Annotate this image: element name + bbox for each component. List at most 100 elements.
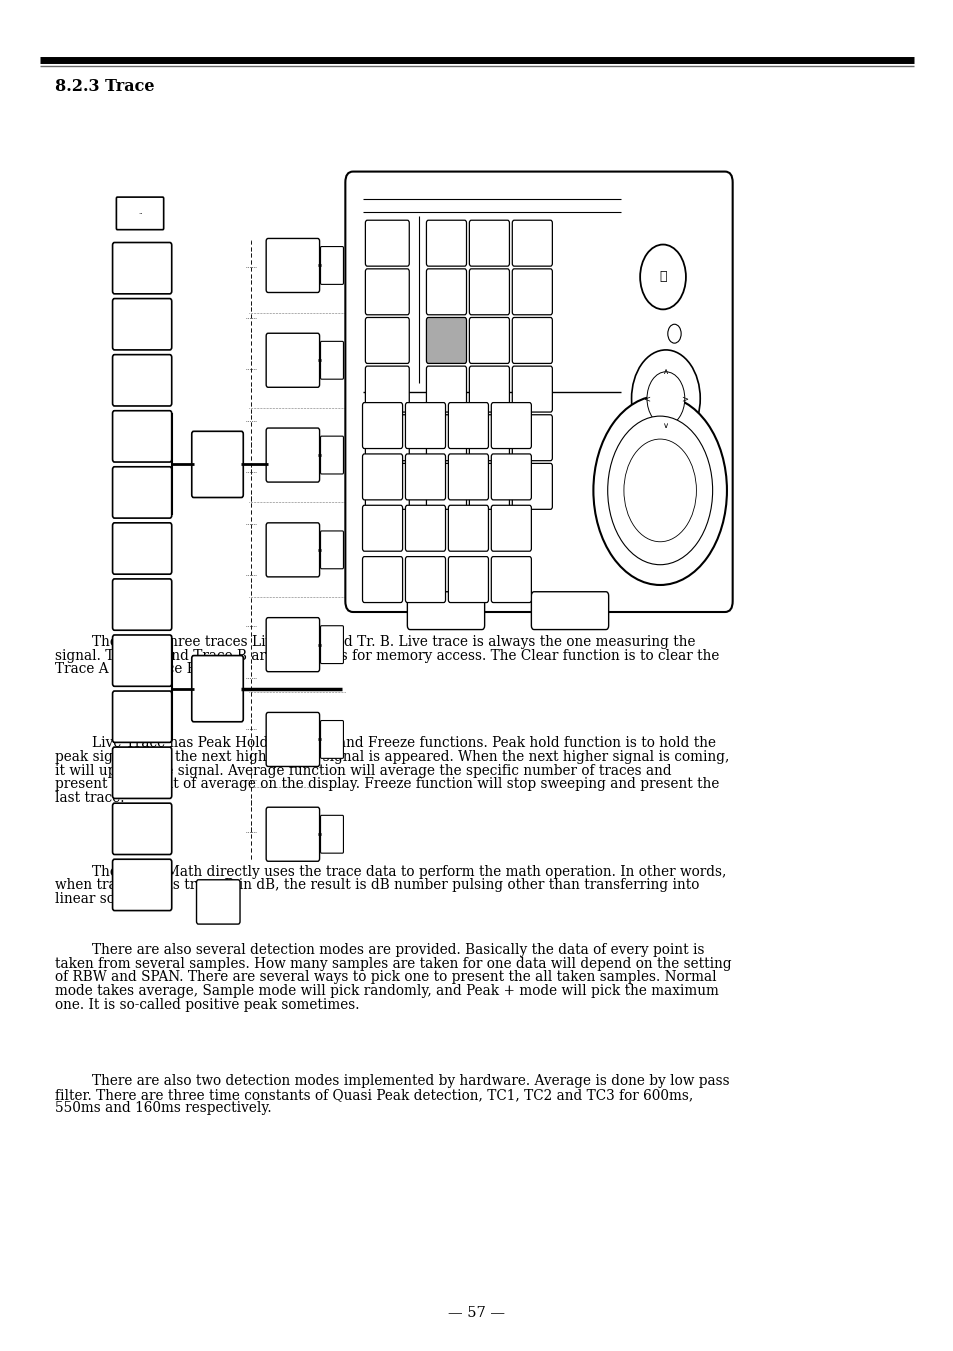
FancyBboxPatch shape <box>320 815 343 854</box>
FancyBboxPatch shape <box>320 342 343 380</box>
FancyBboxPatch shape <box>426 220 466 266</box>
Text: There are also several detection modes are provided. Basically the data of every: There are also several detection modes a… <box>91 943 703 957</box>
FancyBboxPatch shape <box>192 431 243 497</box>
Text: ··: ·· <box>137 211 142 216</box>
FancyBboxPatch shape <box>469 366 509 412</box>
FancyBboxPatch shape <box>266 523 319 577</box>
FancyBboxPatch shape <box>365 220 409 266</box>
FancyBboxPatch shape <box>320 626 343 663</box>
FancyBboxPatch shape <box>320 720 343 758</box>
FancyBboxPatch shape <box>266 334 319 388</box>
FancyBboxPatch shape <box>112 635 172 686</box>
FancyBboxPatch shape <box>365 317 409 363</box>
FancyBboxPatch shape <box>365 269 409 315</box>
FancyBboxPatch shape <box>491 454 531 500</box>
FancyBboxPatch shape <box>469 220 509 266</box>
Text: mode takes average, Sample mode will pick randomly, and Peak + mode will pick th: mode takes average, Sample mode will pic… <box>55 984 719 998</box>
FancyBboxPatch shape <box>362 505 402 551</box>
FancyBboxPatch shape <box>362 557 402 603</box>
FancyBboxPatch shape <box>112 411 172 462</box>
FancyBboxPatch shape <box>491 557 531 603</box>
FancyBboxPatch shape <box>407 592 484 630</box>
FancyBboxPatch shape <box>192 655 243 721</box>
FancyBboxPatch shape <box>266 428 319 482</box>
FancyBboxPatch shape <box>112 242 172 295</box>
FancyBboxPatch shape <box>112 802 172 854</box>
Text: Trace A and Trace B.: Trace A and Trace B. <box>55 662 201 677</box>
FancyBboxPatch shape <box>365 366 409 412</box>
FancyBboxPatch shape <box>426 366 466 412</box>
Text: There are three traces Live, Tr. A and Tr. B. Live trace is always the one measu: There are three traces Live, Tr. A and T… <box>91 635 695 648</box>
Circle shape <box>646 372 684 426</box>
FancyBboxPatch shape <box>345 172 732 612</box>
Text: taken from several samples. How many samples are taken for one data will depend : taken from several samples. How many sam… <box>55 957 731 971</box>
Text: filter. There are three time constants of Quasi Peak detection, TC1, TC2 and TC3: filter. There are three time constants o… <box>55 1088 693 1102</box>
FancyBboxPatch shape <box>266 712 319 766</box>
FancyBboxPatch shape <box>448 403 488 449</box>
Text: ∨: ∨ <box>662 422 668 430</box>
Text: last trace.: last trace. <box>55 792 125 805</box>
FancyBboxPatch shape <box>448 505 488 551</box>
Circle shape <box>607 416 712 565</box>
FancyBboxPatch shape <box>362 403 402 449</box>
Text: The Trace Math directly uses the trace data to perform the math operation. In ot: The Trace Math directly uses the trace d… <box>91 865 725 878</box>
FancyBboxPatch shape <box>116 197 164 230</box>
Text: Live Trace has Peak Hold, Average and Freeze functions. Peak hold function is to: Live Trace has Peak Hold, Average and Fr… <box>91 736 715 750</box>
FancyBboxPatch shape <box>512 220 552 266</box>
FancyBboxPatch shape <box>362 454 402 500</box>
FancyBboxPatch shape <box>405 557 445 603</box>
Text: ∧: ∧ <box>662 367 668 376</box>
FancyBboxPatch shape <box>266 617 319 671</box>
FancyBboxPatch shape <box>491 403 531 449</box>
FancyBboxPatch shape <box>112 578 172 630</box>
FancyBboxPatch shape <box>365 415 409 461</box>
FancyBboxPatch shape <box>320 531 343 569</box>
FancyBboxPatch shape <box>469 317 509 363</box>
FancyBboxPatch shape <box>112 859 172 911</box>
FancyBboxPatch shape <box>469 269 509 315</box>
FancyBboxPatch shape <box>448 454 488 500</box>
FancyBboxPatch shape <box>448 557 488 603</box>
FancyBboxPatch shape <box>469 415 509 461</box>
Text: it will update the signal. Average function will average the specific number of : it will update the signal. Average funct… <box>55 763 671 778</box>
FancyBboxPatch shape <box>512 366 552 412</box>
FancyBboxPatch shape <box>266 807 319 862</box>
FancyBboxPatch shape <box>112 299 172 350</box>
Text: 550ms and 160ms respectively.: 550ms and 160ms respectively. <box>55 1101 272 1116</box>
Text: signal. Trace A and Trace B are the traces for memory access. The Clear function: signal. Trace A and Trace B are the trac… <box>55 648 719 663</box>
Circle shape <box>639 245 685 309</box>
Text: There are also two detection modes implemented by hardware. Average is done by l: There are also two detection modes imple… <box>91 1074 728 1088</box>
FancyBboxPatch shape <box>469 463 509 509</box>
Text: present the result of average on the display. Freeze function will stop sweeping: present the result of average on the dis… <box>55 777 719 792</box>
FancyBboxPatch shape <box>112 354 172 405</box>
FancyBboxPatch shape <box>426 463 466 509</box>
FancyBboxPatch shape <box>491 505 531 551</box>
Text: peak signal until the next higher level signal is appeared. When the next higher: peak signal until the next higher level … <box>55 750 729 765</box>
Circle shape <box>667 324 680 343</box>
FancyBboxPatch shape <box>196 880 240 924</box>
FancyBboxPatch shape <box>426 269 466 315</box>
FancyBboxPatch shape <box>112 466 172 517</box>
FancyBboxPatch shape <box>426 415 466 461</box>
Text: ⏻: ⏻ <box>659 270 666 284</box>
FancyBboxPatch shape <box>320 436 343 474</box>
FancyBboxPatch shape <box>512 317 552 363</box>
Circle shape <box>631 350 700 447</box>
Text: of RBW and SPAN. There are several ways to pick one to present the all taken sam: of RBW and SPAN. There are several ways … <box>55 970 717 985</box>
FancyBboxPatch shape <box>405 403 445 449</box>
FancyBboxPatch shape <box>365 463 409 509</box>
FancyBboxPatch shape <box>112 747 172 798</box>
Text: when trace A plus trace B in dB, the result is dB number pulsing other than tran: when trace A plus trace B in dB, the res… <box>55 878 699 893</box>
FancyBboxPatch shape <box>531 592 608 630</box>
FancyBboxPatch shape <box>112 690 172 743</box>
FancyBboxPatch shape <box>426 317 466 363</box>
Text: 8.2.3 Trace: 8.2.3 Trace <box>55 78 154 96</box>
FancyBboxPatch shape <box>512 463 552 509</box>
Text: <: < <box>642 394 650 403</box>
Text: one. It is so-called positive peak sometimes.: one. It is so-called positive peak somet… <box>55 998 359 1012</box>
FancyBboxPatch shape <box>266 238 319 292</box>
FancyBboxPatch shape <box>320 246 343 284</box>
FancyBboxPatch shape <box>112 523 172 574</box>
Text: >: > <box>680 394 688 403</box>
Text: — 57 —: — 57 — <box>448 1306 505 1320</box>
